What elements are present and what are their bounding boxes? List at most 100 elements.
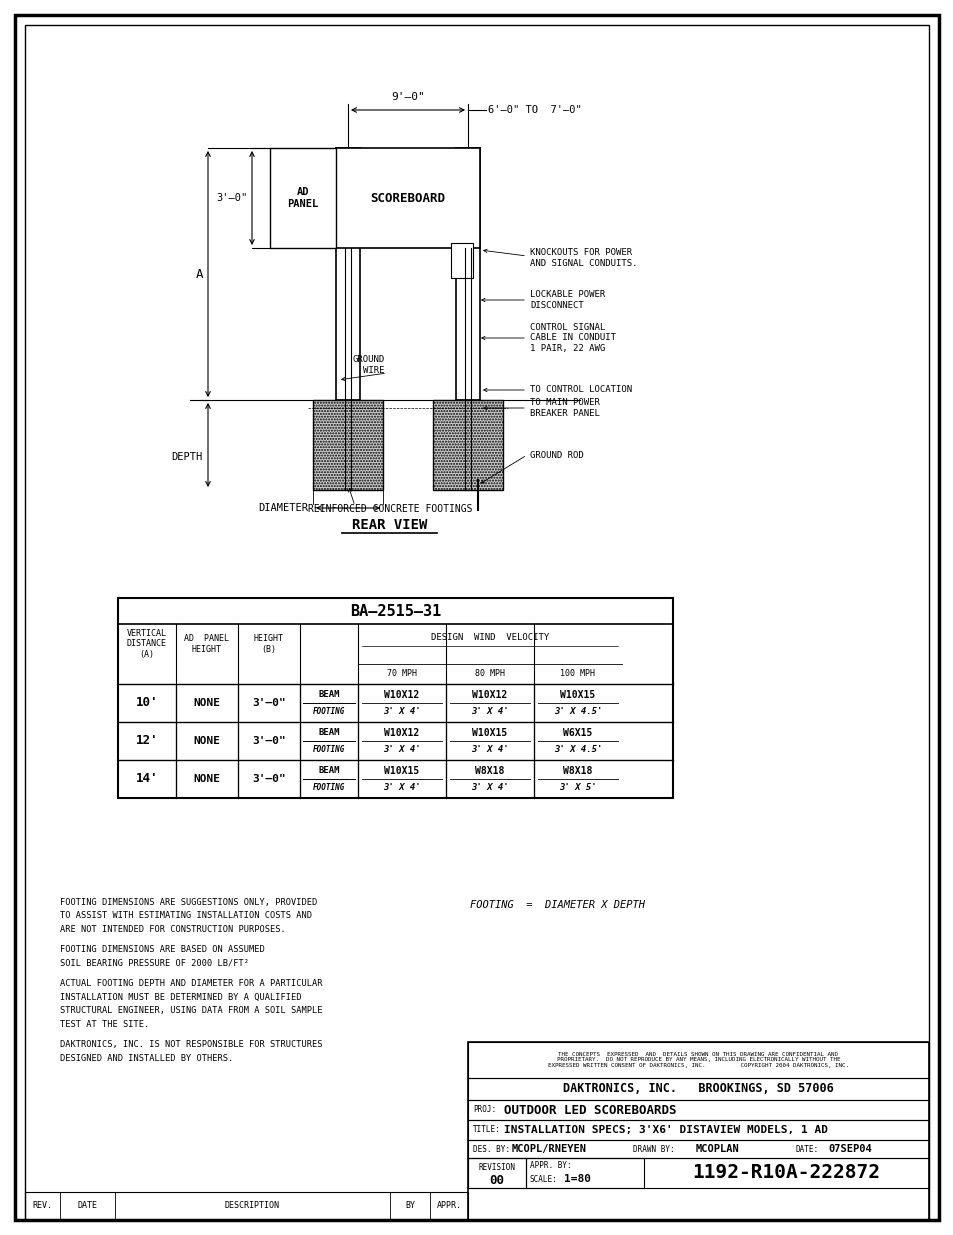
Text: DEPTH: DEPTH [172,452,203,462]
Text: GROUND ROD: GROUND ROD [530,451,583,459]
Text: 3' X 4': 3' X 4' [383,745,420,753]
Text: REAR VIEW: REAR VIEW [352,517,427,532]
Text: FOOTING: FOOTING [313,706,345,716]
Text: REVISION: REVISION [478,1162,515,1172]
Bar [335,148,359,400]
Text: BY: BY [405,1202,415,1210]
Text: DAKTRONICS, INC.   BROOKINGS, SD 57006: DAKTRONICS, INC. BROOKINGS, SD 57006 [562,1083,833,1095]
Text: 3' X 4': 3' X 4' [471,745,508,753]
Text: AD
PANEL: AD PANEL [287,188,318,209]
Text: 3' X 4': 3' X 4' [471,706,508,716]
Text: W6X15: W6X15 [562,727,592,737]
Bar [468,1100,928,1120]
Text: NONE: NONE [193,736,220,746]
Text: 3' X 4.5': 3' X 4.5' [554,745,601,753]
Text: DES. BY:: DES. BY: [473,1145,510,1153]
Text: INSTALLATION MUST BE DETERMINED BY A QUALIFIED: INSTALLATION MUST BE DETERMINED BY A QUA… [60,993,301,1002]
Bar [468,1042,928,1220]
Text: 3' X 4': 3' X 4' [383,706,420,716]
Bar [468,1120,928,1140]
Text: FOOTING: FOOTING [313,745,345,753]
Text: FOOTING  =  DIAMETER X DEPTH: FOOTING = DIAMETER X DEPTH [470,900,644,910]
Text: 3' X 5': 3' X 5' [558,783,597,792]
Text: APPR. BY:: APPR. BY: [530,1161,571,1171]
Bar [451,243,473,278]
Text: THE CONCEPTS  EXPRESSED  AND  DETAILS SHOWN ON THIS DRAWING ARE CONFIDENTIAL AND: THE CONCEPTS EXPRESSED AND DETAILS SHOWN… [547,1052,848,1068]
Text: FOOTING DIMENSIONS ARE SUGGESTIONS ONLY, PROVIDED: FOOTING DIMENSIONS ARE SUGGESTIONS ONLY,… [60,898,317,906]
Bar [270,148,335,248]
Text: SCOREBOARD: SCOREBOARD [370,191,445,205]
Text: 3' X 4': 3' X 4' [471,783,508,792]
Text: 3'–0": 3'–0" [252,698,286,708]
Text: TITLE:: TITLE: [473,1125,500,1135]
Text: 80 MPH: 80 MPH [475,669,504,678]
Text: W8X18: W8X18 [475,766,504,776]
Text: REINFORCED CONCRETE FOOTINGS: REINFORCED CONCRETE FOOTINGS [308,504,472,514]
Text: 1=80: 1=80 [563,1174,590,1184]
Text: DATE:: DATE: [795,1145,819,1153]
Text: BA–2515–31: BA–2515–31 [350,604,440,619]
Text: TO ASSIST WITH ESTIMATING INSTALLATION COSTS AND: TO ASSIST WITH ESTIMATING INSTALLATION C… [60,911,312,920]
Bar [468,1158,525,1188]
Text: ARE NOT INTENDED FOR CONSTRUCTION PURPOSES.: ARE NOT INTENDED FOR CONSTRUCTION PURPOS… [60,925,286,934]
Text: CONTROL SIGNAL
CABLE IN CONDUIT
1 PAIR, 22 AWG: CONTROL SIGNAL CABLE IN CONDUIT 1 PAIR, … [530,324,616,353]
Bar [118,598,672,798]
Text: W10X15: W10X15 [559,689,595,700]
Text: 10': 10' [135,697,158,709]
Text: 3'–0": 3'–0" [252,774,286,784]
Text: 6'–0" TO  7'–0": 6'–0" TO 7'–0" [488,105,581,115]
Text: DESCRIPTION: DESCRIPTION [225,1202,280,1210]
Text: 14': 14' [135,773,158,785]
Bar [468,1078,928,1100]
Text: DRAWN BY:: DRAWN BY: [633,1145,674,1153]
Text: W8X18: W8X18 [562,766,592,776]
Text: 07SEP04: 07SEP04 [827,1144,871,1153]
Text: 3' X 4': 3' X 4' [383,783,420,792]
Text: 3'–0": 3'–0" [216,193,248,203]
Bar [525,1158,643,1188]
Bar [335,148,479,248]
Text: BEAM: BEAM [318,766,339,776]
Text: SCALE:: SCALE: [530,1174,558,1183]
Text: BEAM: BEAM [318,690,339,699]
Text: FOOTING: FOOTING [313,783,345,792]
Text: NONE: NONE [193,774,220,784]
Text: W10X15: W10X15 [384,766,419,776]
Text: GROUND
WIRE: GROUND WIRE [353,356,385,374]
Bar [25,1192,468,1220]
Text: LOCKABLE POWER
DISCONNECT: LOCKABLE POWER DISCONNECT [530,290,604,310]
Text: 1192-R10A-222872: 1192-R10A-222872 [692,1163,880,1182]
Text: DATE: DATE [77,1202,97,1210]
Bar [468,1140,928,1158]
Text: DIAMETER: DIAMETER [257,503,308,513]
Text: REV.: REV. [32,1202,52,1210]
Text: BEAM: BEAM [318,729,339,737]
Text: 00: 00 [489,1173,504,1187]
Text: DESIGNED AND INSTALLED BY OTHERS.: DESIGNED AND INSTALLED BY OTHERS. [60,1053,233,1063]
Text: ACTUAL FOOTING DEPTH AND DIAMETER FOR A PARTICULAR: ACTUAL FOOTING DEPTH AND DIAMETER FOR A … [60,979,322,988]
Text: KNOCKOUTS FOR POWER
AND SIGNAL CONDUITS.: KNOCKOUTS FOR POWER AND SIGNAL CONDUITS. [530,248,637,268]
Text: TO MAIN POWER
BREAKER PANEL: TO MAIN POWER BREAKER PANEL [530,399,599,417]
Text: A: A [195,268,203,280]
Bar [468,1158,928,1188]
Text: SOIL BEARING PRESSURE OF 2000 LB/FT²: SOIL BEARING PRESSURE OF 2000 LB/FT² [60,960,249,968]
Text: NONE: NONE [193,698,220,708]
Text: 3' X 4.5': 3' X 4.5' [554,706,601,716]
Text: TO CONTROL LOCATION: TO CONTROL LOCATION [530,385,632,394]
Bar [313,400,382,490]
Bar [456,148,479,400]
Text: W10X12: W10X12 [472,689,507,700]
Text: MCOPL/RNEYEN: MCOPL/RNEYEN [512,1144,586,1153]
Text: 9'–0": 9'–0" [391,91,424,103]
Text: DESIGN  WIND  VELOCITY: DESIGN WIND VELOCITY [431,634,549,642]
Text: W10X15: W10X15 [472,727,507,737]
Text: AD  PANEL
HEIGHT: AD PANEL HEIGHT [184,635,230,653]
Text: VERTICAL
DISTANCE
(A): VERTICAL DISTANCE (A) [127,629,167,659]
Text: FOOTING DIMENSIONS ARE BASED ON ASSUMED: FOOTING DIMENSIONS ARE BASED ON ASSUMED [60,946,265,955]
Text: 3'–0": 3'–0" [252,736,286,746]
Bar [433,400,502,490]
Bar [468,1042,928,1078]
Text: INSTALLATION SPECS; 3'X6' DISTAVIEW MODELS, 1 AD: INSTALLATION SPECS; 3'X6' DISTAVIEW MODE… [503,1125,827,1135]
Text: TEST AT THE SITE.: TEST AT THE SITE. [60,1020,149,1029]
Text: 12': 12' [135,735,158,747]
